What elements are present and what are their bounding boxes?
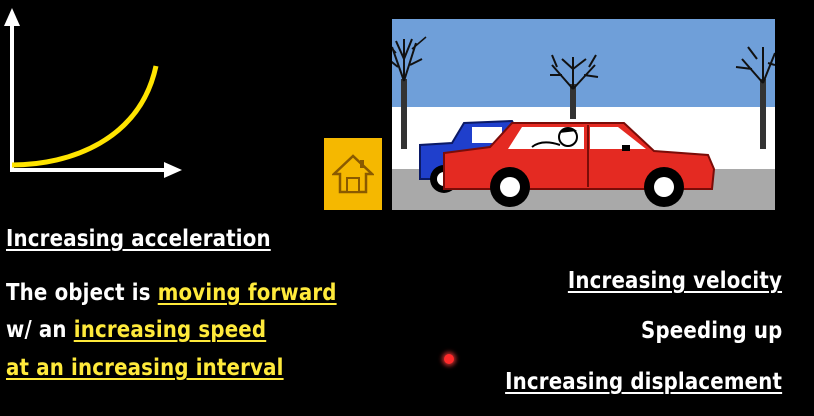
heading-increasing-acceleration: Increasing acceleration (6, 226, 271, 252)
acceleration-graph (4, 8, 182, 178)
tree-right (735, 46, 775, 149)
y-axis (4, 8, 20, 170)
right-item-2-wrap: Speeding up (618, 318, 782, 344)
tree-left (392, 36, 427, 149)
label-increasing-displacement: Increasing displacement (504, 369, 782, 395)
house-icon (332, 154, 374, 194)
line1-prefix: The object is (6, 280, 158, 306)
right-item-3-wrap: Increasing displacement (460, 369, 782, 395)
tree-middle (550, 54, 599, 119)
home-button[interactable] (324, 138, 382, 210)
line-moving-forward: The object is moving forward (6, 280, 337, 306)
line2-prefix: w/ an (6, 317, 74, 343)
line-increasing-interval: at an increasing interval (6, 355, 284, 381)
x-axis (10, 162, 182, 178)
right-item-1-wrap: Increasing velocity (533, 268, 782, 294)
sky (392, 19, 775, 107)
label-speeding-up: Speeding up (640, 318, 782, 344)
highlight-moving-forward: moving forward (157, 280, 337, 306)
acceleration-curve (11, 65, 159, 168)
red-car (443, 122, 716, 207)
highlight-increasing-speed: increasing speed (73, 317, 267, 343)
line-increasing-speed: w/ an increasing speed (6, 317, 266, 343)
label-increasing-velocity: Increasing velocity (567, 268, 782, 294)
pointer-dot (444, 354, 454, 364)
car-scene-illustration (392, 19, 775, 210)
